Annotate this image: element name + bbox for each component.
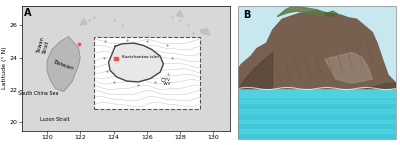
Bar xyxy=(238,88,396,139)
Bar xyxy=(238,6,396,88)
Polygon shape xyxy=(238,109,396,113)
Polygon shape xyxy=(177,11,184,17)
FancyBboxPatch shape xyxy=(114,57,118,60)
Polygon shape xyxy=(108,43,164,82)
Polygon shape xyxy=(47,37,80,92)
Polygon shape xyxy=(238,52,273,88)
Text: Luzon Strait: Luzon Strait xyxy=(40,117,70,122)
Text: Taiwan: Taiwan xyxy=(52,60,75,72)
Text: ◯YV
  WV: ◯YV WV xyxy=(161,78,171,86)
Polygon shape xyxy=(325,52,372,83)
Polygon shape xyxy=(238,11,396,88)
FancyBboxPatch shape xyxy=(94,37,200,109)
Polygon shape xyxy=(278,6,330,17)
Polygon shape xyxy=(238,129,396,133)
Polygon shape xyxy=(238,88,396,97)
Text: Taiwan
Strait: Taiwan Strait xyxy=(36,37,51,56)
Polygon shape xyxy=(364,83,396,88)
Text: South China Sea: South China Sea xyxy=(18,91,59,96)
Y-axis label: Latitude (° N): Latitude (° N) xyxy=(2,47,7,89)
Text: A: A xyxy=(24,8,32,18)
Text: Kueishantao islet: Kueishantao islet xyxy=(122,55,159,59)
Polygon shape xyxy=(325,11,338,17)
Polygon shape xyxy=(238,120,396,123)
Polygon shape xyxy=(238,100,396,103)
Polygon shape xyxy=(200,28,210,35)
Text: B: B xyxy=(243,10,250,20)
Polygon shape xyxy=(80,19,87,25)
